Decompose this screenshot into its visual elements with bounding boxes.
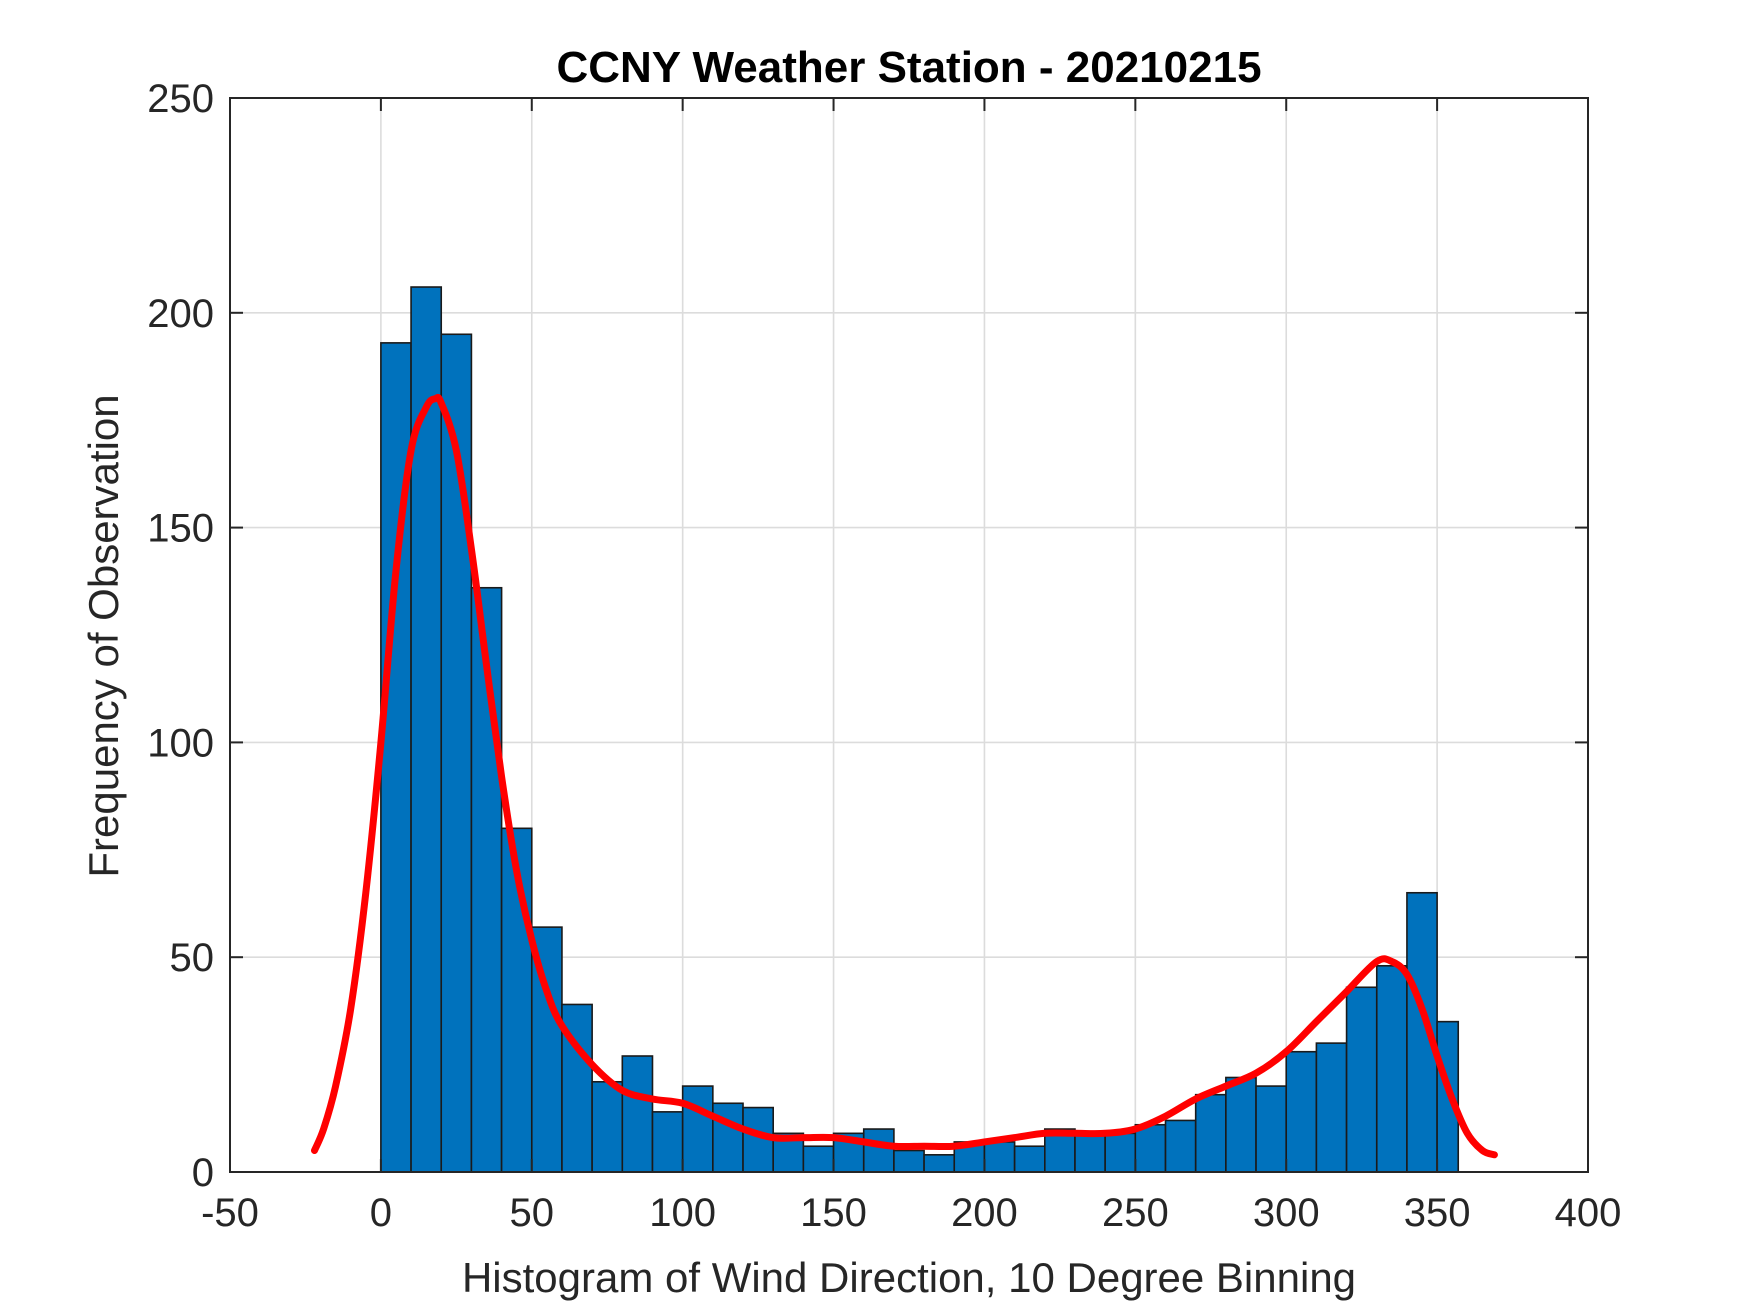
y-tick-label: 100 (147, 721, 214, 765)
histogram-bar (1255, 1085, 1288, 1173)
histogram-bar (712, 1102, 744, 1173)
y-tick-label: 250 (147, 77, 214, 121)
histogram-bar (862, 1128, 895, 1173)
density-fit-curve (311, 393, 1498, 1159)
y-tick-label: 200 (147, 292, 214, 336)
y-axis-tick-labels: 0 50 100 150 200 250 (147, 77, 214, 1195)
histogram-bar (1013, 1145, 1046, 1173)
x-tick-label: 50 (510, 1191, 555, 1235)
histogram-bar (1345, 986, 1378, 1173)
plot-area-frame (229, 97, 1589, 1173)
x-tick-label: -50 (201, 1191, 259, 1235)
x-tick-label: 200 (951, 1191, 1018, 1235)
histogram-bar (1225, 1076, 1257, 1173)
x-tick-label: 150 (800, 1191, 867, 1235)
axis-ticks (229, 97, 1589, 1173)
histogram-bar (651, 1111, 684, 1173)
histogram-bar (410, 286, 443, 1173)
histogram-bar (802, 1145, 835, 1173)
y-tick-label: 50 (170, 936, 215, 980)
x-tick-label: 300 (1253, 1191, 1320, 1235)
x-axis-tick-labels: -50 0 50 100 150 200 250 300 350 400 (201, 1191, 1621, 1235)
histogram-bar (1104, 1132, 1137, 1173)
histogram-bar (591, 1080, 624, 1173)
histogram-bar (621, 1055, 654, 1173)
y-axis-label: Frequency of Observation (80, 394, 127, 877)
histogram-bar (1375, 964, 1408, 1173)
chart-title: CCNY Weather Station - 20210215 (556, 43, 1261, 92)
histogram-bar (1285, 1050, 1318, 1173)
histogram-bars (380, 286, 1460, 1173)
histogram-bar (1194, 1093, 1227, 1173)
x-tick-label: 350 (1404, 1191, 1471, 1235)
x-tick-label: 250 (1102, 1191, 1169, 1235)
x-tick-label: 0 (370, 1191, 392, 1235)
histogram-bar (681, 1085, 714, 1173)
histogram-bar (1074, 1132, 1106, 1173)
histogram-bar (923, 1154, 956, 1173)
x-tick-label: 100 (649, 1191, 716, 1235)
y-tick-label: 0 (192, 1151, 214, 1195)
histogram-bar (1315, 1042, 1348, 1173)
y-tick-label: 150 (147, 507, 214, 551)
x-axis-label: Histogram of Wind Direction, 10 Degree B… (462, 1254, 1356, 1301)
histogram-bar (893, 1149, 925, 1173)
histogram-bar (1134, 1123, 1167, 1173)
x-tick-label: 400 (1555, 1191, 1622, 1235)
histogram-bar (1164, 1119, 1197, 1173)
histogram-bar (983, 1141, 1016, 1173)
